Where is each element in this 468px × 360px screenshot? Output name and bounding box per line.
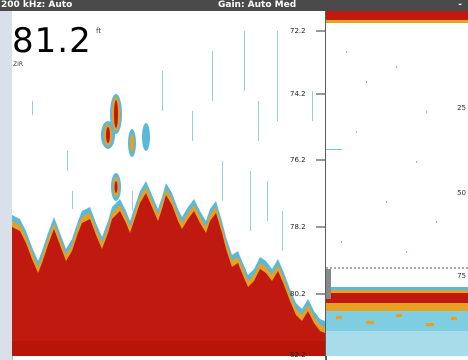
gain-label[interactable]: Gain: Auto Med — [218, 0, 297, 10]
zoom-range-handle[interactable] — [326, 269, 331, 299]
frequency-label[interactable]: 200 kHz: Auto — [1, 0, 73, 10]
depth-scale-label: 74.2 — [290, 90, 306, 98]
zoom-panel[interactable] — [326, 11, 468, 356]
depth-unit: ft — [96, 27, 102, 35]
zoom-echo-graphic — [326, 11, 468, 356]
right-marker: - — [458, 0, 462, 10]
depth-scale-label: 76.2 — [290, 156, 306, 164]
depth-sub-label: ZIR — [13, 61, 24, 68]
surface-band — [326, 11, 468, 20]
right-scale-label: 75 — [457, 272, 466, 280]
right-scale-label: 50 — [457, 189, 466, 197]
bottom-deep — [12, 341, 325, 356]
status-bar: 200 kHz: Auto Gain: Auto Med - — [0, 0, 468, 11]
zoom-bottom-return — [326, 293, 468, 303]
zoom-bottom-scatter2 — [326, 331, 468, 356]
depth-scale-label: 78.2 — [290, 223, 306, 231]
right-scale-label: 25 — [457, 104, 466, 112]
echo-noise — [32, 31, 313, 251]
sonar-history-panel[interactable] — [12, 11, 325, 356]
surface-band-edge — [326, 20, 468, 23]
depth-scale-label: 82.2 — [290, 351, 306, 359]
zoom-noise — [326, 51, 437, 253]
zoom-bottom-mid2 — [326, 303, 468, 311]
bottom-return — [12, 193, 325, 356]
fish-targets — [101, 94, 150, 201]
zoom-bottom-specks — [336, 314, 457, 326]
depth-scale-label: 80.2 — [290, 290, 306, 298]
zoom-bottom-mid — [326, 290, 468, 293]
sonar-echo-graphic — [12, 31, 325, 356]
depth-readout: 81.2 — [12, 21, 92, 61]
depth-scale-label: 72.2 — [290, 27, 306, 35]
zoom-bottom-weak — [326, 287, 468, 290]
